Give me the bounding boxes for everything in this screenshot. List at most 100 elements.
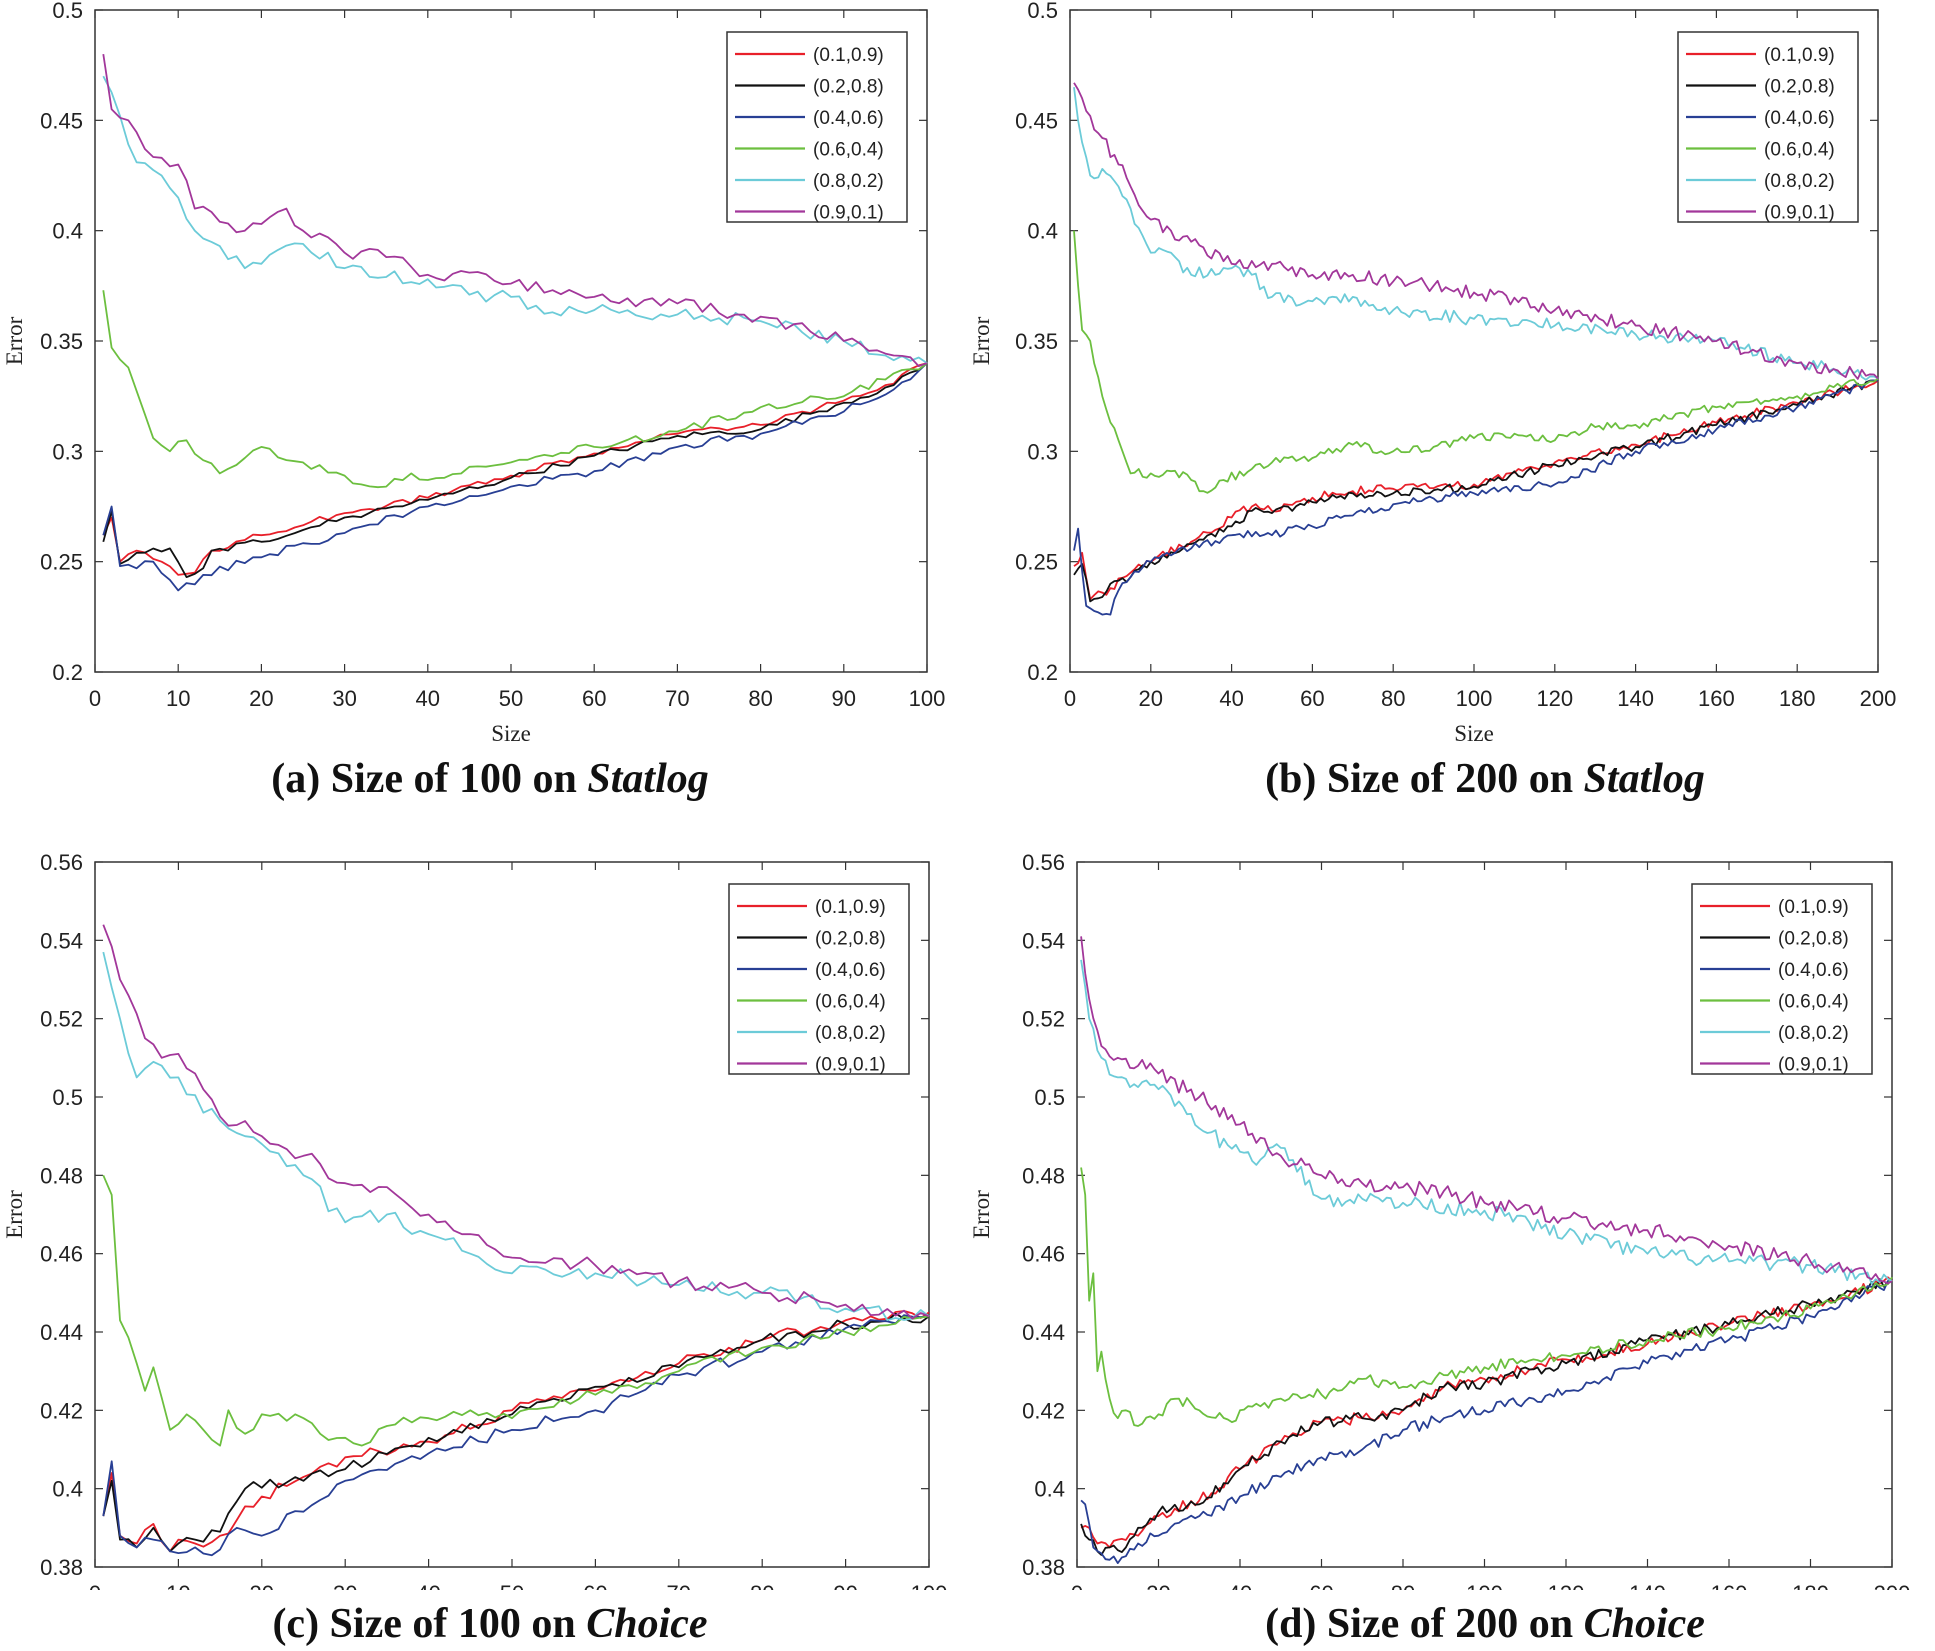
x-tick-label: 80 <box>1381 686 1405 711</box>
y-tick-label: 0.52 <box>1022 1007 1065 1032</box>
series-line-5 <box>102 75 928 364</box>
x-tick-label: 10 <box>166 686 190 711</box>
y-tick-label: 0.38 <box>40 1555 83 1580</box>
legend-box <box>726 31 908 223</box>
x-tick-label: 0 <box>1064 686 1076 711</box>
x-tick-label: 60 <box>1300 686 1324 711</box>
chart-panel-b: 0 20 40 60 80 100 120 140 160 180 200 0.2 0.25 0.3 0.3… <box>969 0 1897 746</box>
series-line-6 <box>102 924 930 1320</box>
x-tick-label: 80 <box>750 1581 774 1590</box>
legend-label: (0.8,0.2) <box>1778 1023 1849 1044</box>
series-line-3 <box>102 1314 930 1557</box>
y-tick-label: 0.3 <box>52 439 83 464</box>
x-tick-label: 30 <box>332 686 356 711</box>
caption-d-dataset: Choice <box>1583 1601 1705 1647</box>
x-tick-label: 200 <box>1860 686 1897 711</box>
y-tick-label: 0.3 <box>1027 439 1058 464</box>
caption-a-dataset: Statlog <box>587 756 709 802</box>
series-line-2 <box>1073 379 1879 603</box>
series-line-3 <box>102 362 928 592</box>
legend-label: (0.1,0.9) <box>1778 897 1849 918</box>
x-tick-label: 0 <box>1071 1581 1083 1590</box>
y-tick-label: 0.42 <box>1022 1398 1065 1423</box>
legend-label: (0.4,0.6) <box>1764 108 1835 129</box>
legend-label: (0.4,0.6) <box>815 960 886 981</box>
x-tick-label: 30 <box>333 1581 357 1590</box>
y-tick-label: 0.4 <box>52 219 83 244</box>
y-axis-label: Error <box>969 1190 994 1239</box>
y-tick-label: 0.54 <box>40 928 83 953</box>
legend-label: (0.9,0.1) <box>1778 1055 1849 1076</box>
x-tick-label: 0 <box>89 1581 101 1590</box>
series-line-6 <box>102 53 928 368</box>
legend-label: (0.1,0.9) <box>1764 45 1835 66</box>
y-tick-label: 0.38 <box>1022 1555 1065 1580</box>
x-tick-label: 20 <box>250 1581 274 1590</box>
x-tick-label: 70 <box>667 1581 691 1590</box>
legend-label: (0.4,0.6) <box>1778 960 1849 981</box>
x-tick-label: 100 <box>1456 686 1493 711</box>
legend-label: (0.9,0.1) <box>1764 203 1835 224</box>
legend-label: (0.6,0.4) <box>815 992 886 1013</box>
caption-a-prefix: (a) Size of 100 on <box>271 756 588 802</box>
y-tick-label: 0.25 <box>1015 550 1058 575</box>
series-line-5 <box>1080 959 1893 1285</box>
y-tick-label: 0.46 <box>1022 1242 1065 1267</box>
y-axis-label: Error <box>2 316 27 365</box>
legend-label: (0.2,0.8) <box>1778 929 1849 950</box>
x-tick-label: 40 <box>416 686 440 711</box>
x-tick-label: 140 <box>1629 1581 1666 1590</box>
x-tick-label: 80 <box>1391 1581 1415 1590</box>
y-tick-label: 0.56 <box>40 850 83 875</box>
x-tick-label: 100 <box>909 686 946 711</box>
legend-label: (0.6,0.4) <box>1778 992 1849 1013</box>
x-tick-label: 20 <box>1139 686 1163 711</box>
y-tick-label: 0.25 <box>40 550 83 575</box>
x-tick-label: 50 <box>499 686 523 711</box>
y-tick-label: 0.5 <box>52 1085 83 1110</box>
legend-label: (0.9,0.1) <box>815 1055 886 1076</box>
x-tick-label: 100 <box>911 1581 948 1590</box>
series-line-4 <box>102 1174 930 1447</box>
y-tick-label: 0.54 <box>1022 928 1065 953</box>
x-tick-label: 20 <box>1146 1581 1170 1590</box>
caption-b-prefix: (b) Size of 200 on <box>1265 756 1584 802</box>
x-tick-label: 40 <box>1228 1581 1252 1590</box>
x-tick-label: 160 <box>1711 1581 1748 1590</box>
series-line-5 <box>1073 87 1879 381</box>
y-axis-label: Error <box>2 1190 27 1239</box>
chart-panel-c: 0 10 20 30 40 50 60 70 80 90 100 0.38 0.4 0.42 0.44 0.4… <box>2 850 948 1590</box>
series-line-3 <box>1073 379 1879 616</box>
legend-label: (0.6,0.4) <box>813 140 884 161</box>
legend-label: (0.8,0.2) <box>813 171 884 192</box>
series-line-4 <box>1073 230 1879 494</box>
chart-panel-a: 0 10 20 30 40 50 60 70 80 90 100 0.2 0.25 0.3 0.35 0.4 0… <box>2 0 946 746</box>
y-tick-label: 0.44 <box>1022 1320 1065 1345</box>
legend-label: (0.9,0.1) <box>813 203 884 224</box>
y-tick-label: 0.48 <box>40 1163 83 1188</box>
y-tick-label: 0.5 <box>52 0 83 23</box>
series-line-4 <box>1080 1167 1893 1427</box>
caption-d-prefix: (d) Size of 200 on <box>1265 1601 1584 1647</box>
series-line-1 <box>102 1310 930 1553</box>
legend-label: (0.1,0.9) <box>813 45 884 66</box>
y-tick-label: 0.52 <box>40 1007 83 1032</box>
x-tick-label: 20 <box>249 686 273 711</box>
x-tick-label: 90 <box>833 1581 857 1590</box>
x-tick-label: 120 <box>1536 686 1573 711</box>
legend-label: (0.2,0.8) <box>813 77 884 98</box>
legend-label: (0.6,0.4) <box>1764 140 1835 161</box>
y-tick-label: 0.35 <box>1015 329 1058 354</box>
x-tick-label: 200 <box>1874 1581 1911 1590</box>
legend-label: (0.1,0.9) <box>815 897 886 918</box>
legend-box <box>1677 31 1859 223</box>
x-tick-label: 60 <box>1309 1581 1333 1590</box>
series-line-6 <box>1073 82 1879 380</box>
y-tick-label: 0.56 <box>1022 850 1065 875</box>
series-line-1 <box>1073 379 1879 601</box>
caption-a: (a) Size of 100 on Statlog <box>0 755 980 803</box>
y-tick-label: 0.45 <box>1015 108 1058 133</box>
series-line-4 <box>102 290 928 489</box>
y-tick-label: 0.5 <box>1027 0 1058 23</box>
series-line-3 <box>1080 1280 1893 1564</box>
